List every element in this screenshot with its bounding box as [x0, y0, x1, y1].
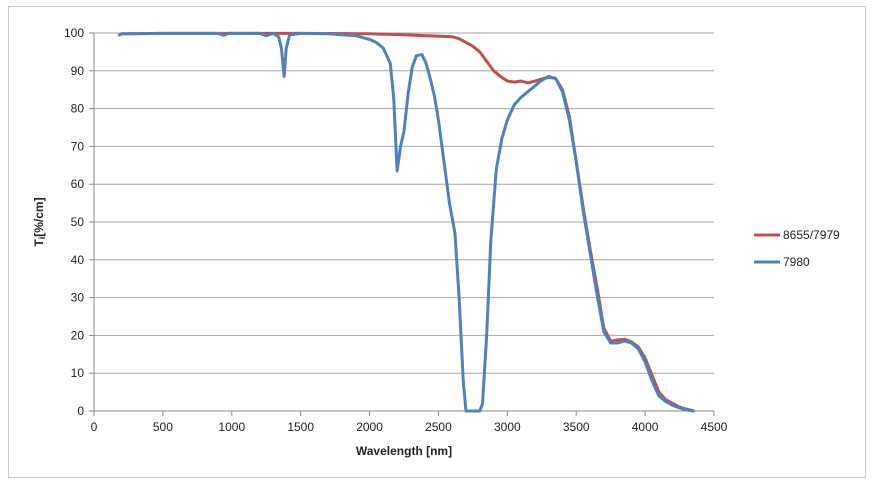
x-tick-label: 0: [91, 420, 98, 434]
y-axis-title-rest: [%/cm]: [32, 197, 46, 236]
x-tick-label: 3000: [494, 420, 521, 434]
x-tick-label: 2500: [425, 420, 452, 434]
x-tick-label: 3500: [563, 420, 590, 434]
x-tick-label: 2000: [356, 420, 383, 434]
y-axis-title-main: T: [32, 239, 46, 247]
y-tick-label: 80: [71, 102, 85, 116]
x-tick-label: 4500: [701, 420, 728, 434]
chart-frame: 0 10 20 30 40 50 60 70 80 90 100 0 500 1000 1500 2000 25…: [8, 6, 866, 478]
legend-label-1: 8655/7979: [783, 228, 840, 242]
x-tick-label: 500: [153, 420, 173, 434]
series-lines: [117, 31, 695, 413]
legend: 8655/7979 7980: [754, 228, 840, 269]
y-tick-label: 30: [71, 291, 85, 305]
grid-lines: [94, 32, 714, 374]
axes: [89, 32, 715, 416]
y-axis-title-sub: i: [37, 237, 47, 240]
x-tick-label: 1500: [287, 420, 314, 434]
y-tick-label: 40: [71, 253, 85, 267]
y-tick-label: 60: [71, 177, 85, 191]
y-tick-label: 20: [71, 328, 85, 342]
y-tick-label: 90: [71, 64, 85, 78]
y-tick-label: 50: [71, 215, 85, 229]
y-axis-title: Ti[%/cm]: [32, 197, 47, 246]
y-tick-label: 70: [71, 139, 85, 153]
x-axis-title: Wavelength [nm]: [356, 444, 452, 458]
legend-label-2: 7980: [783, 255, 810, 269]
x-tick-label: 4000: [632, 420, 659, 434]
series-line-2: [117, 31, 695, 413]
x-tick-label: 1000: [218, 420, 245, 434]
y-tick-label: 10: [71, 366, 85, 380]
y-tick-label: 0: [77, 404, 84, 418]
y-tick-label: 100: [64, 26, 84, 40]
